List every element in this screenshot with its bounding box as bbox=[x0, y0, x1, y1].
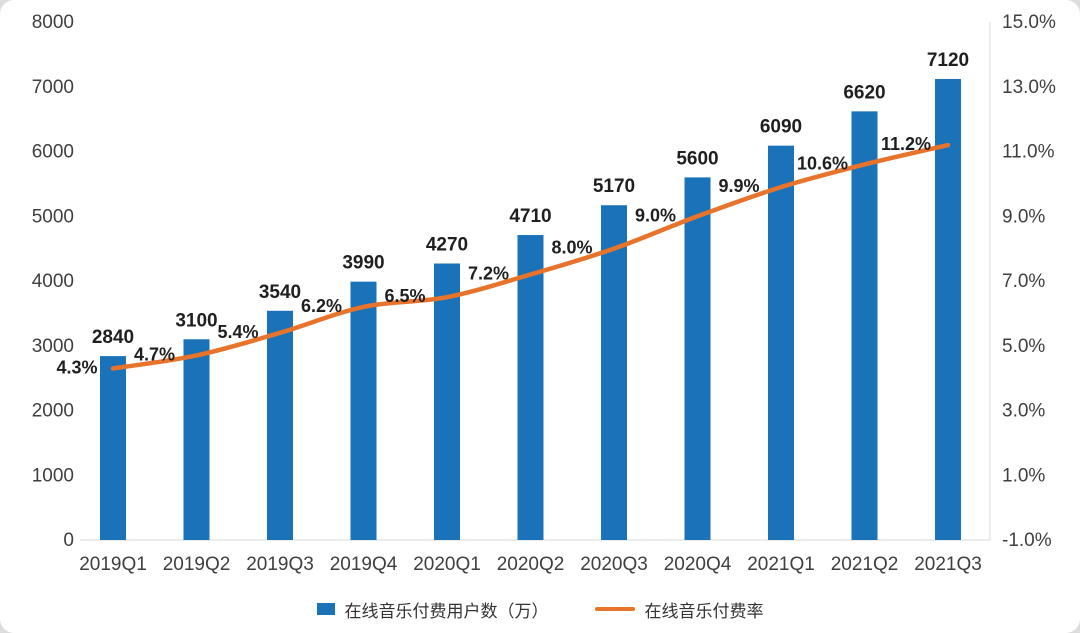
line-value-label: 5.4% bbox=[217, 322, 258, 342]
bar bbox=[935, 78, 961, 540]
right-axis-tick-label: -1.0% bbox=[1002, 530, 1052, 551]
bar bbox=[851, 111, 878, 540]
left-axis-tick-label: 6000 bbox=[32, 142, 74, 163]
bar-value-label: 3100 bbox=[175, 310, 217, 331]
x-axis-category-label: 2021Q2 bbox=[831, 554, 899, 575]
left-axis-tick-label: 4000 bbox=[32, 271, 74, 292]
line-value-label: 11.2% bbox=[881, 134, 931, 154]
bar bbox=[768, 145, 794, 541]
legend-item-paying-rate: 在线音乐付费率 bbox=[594, 597, 764, 622]
bar bbox=[684, 177, 711, 540]
bar bbox=[517, 235, 544, 540]
line-value-label: 6.5% bbox=[384, 286, 425, 306]
legend-label-paying-users: 在线音乐付费用户数（万） bbox=[344, 601, 549, 621]
left-axis-tick-label: 7000 bbox=[32, 77, 74, 98]
right-axis-tick-label: 3.0% bbox=[1002, 401, 1045, 422]
bar bbox=[350, 281, 377, 540]
line-value-label: 10.6% bbox=[797, 153, 848, 173]
left-axis-tick-label: 2000 bbox=[32, 401, 74, 422]
line-value-label: 9.9% bbox=[718, 176, 759, 196]
bar bbox=[434, 263, 460, 540]
bar bbox=[183, 339, 210, 540]
bar bbox=[601, 205, 627, 540]
x-axis-category-label: 2020Q2 bbox=[497, 554, 565, 575]
left-axis-tick-label: 5000 bbox=[32, 206, 74, 227]
right-axis-tick-label: 13.0% bbox=[1002, 77, 1056, 98]
bar-value-label: 5170 bbox=[593, 176, 635, 197]
x-axis-category-label: 2019Q4 bbox=[330, 554, 398, 575]
bar-value-label: 2840 bbox=[92, 327, 134, 348]
left-axis-tick-label: 0 bbox=[63, 530, 74, 551]
x-axis-category-label: 2021Q3 bbox=[914, 554, 982, 575]
x-axis-category-label: 2019Q3 bbox=[246, 554, 314, 575]
x-axis-category-label: 2019Q2 bbox=[163, 554, 231, 575]
bar bbox=[267, 310, 293, 540]
right-axis-tick-label: 5.0% bbox=[1002, 336, 1045, 357]
left-axis-tick-label: 8000 bbox=[32, 12, 74, 33]
right-axis-tick-label: 1.0% bbox=[1002, 465, 1045, 486]
line-value-label: 7.2% bbox=[468, 264, 509, 284]
line-value-label: 9.0% bbox=[635, 205, 676, 225]
legend-label-paying-rate: 在线音乐付费率 bbox=[644, 601, 764, 621]
bar-value-label: 4710 bbox=[509, 206, 551, 227]
legend-item-paying-users: 在线音乐付费用户数（万） bbox=[316, 597, 549, 622]
bar-value-label: 3990 bbox=[342, 253, 384, 274]
line-value-label: 8.0% bbox=[551, 238, 592, 258]
right-axis-tick-label: 11.0% bbox=[1002, 142, 1055, 163]
line-series-swatch-icon bbox=[594, 607, 635, 611]
right-axis-tick-label: 9.0% bbox=[1002, 206, 1045, 227]
legend: 在线音乐付费用户数（万） 在线音乐付费率 bbox=[0, 594, 1080, 624]
bar-value-label: 4270 bbox=[426, 235, 468, 256]
x-axis-category-label: 2021Q1 bbox=[747, 554, 815, 575]
bar-value-label: 6090 bbox=[760, 117, 802, 138]
line-value-label: 6.2% bbox=[301, 296, 342, 316]
x-axis-category-label: 2020Q3 bbox=[580, 554, 648, 575]
left-axis-tick-label: 3000 bbox=[32, 336, 74, 357]
line-value-label: 4.3% bbox=[56, 357, 97, 377]
line-value-label: 4.7% bbox=[134, 344, 175, 364]
bar-value-label: 6620 bbox=[843, 82, 885, 103]
bar-value-label: 3540 bbox=[259, 282, 301, 303]
x-axis-category-label: 2020Q1 bbox=[413, 554, 481, 575]
left-axis-tick-label: 1000 bbox=[32, 465, 74, 486]
bar-series-swatch-icon bbox=[316, 603, 335, 615]
x-axis-category-label: 2020Q4 bbox=[664, 554, 732, 575]
bar bbox=[100, 356, 126, 540]
right-axis-tick-label: 7.0% bbox=[1002, 271, 1045, 292]
x-axis-category-label: 2019Q1 bbox=[79, 554, 147, 575]
rate-line bbox=[110, 142, 951, 371]
right-axis-tick-label: 15.0% bbox=[1002, 12, 1056, 33]
bar-value-label: 5600 bbox=[676, 148, 718, 169]
bar-value-label: 7120 bbox=[927, 50, 969, 71]
